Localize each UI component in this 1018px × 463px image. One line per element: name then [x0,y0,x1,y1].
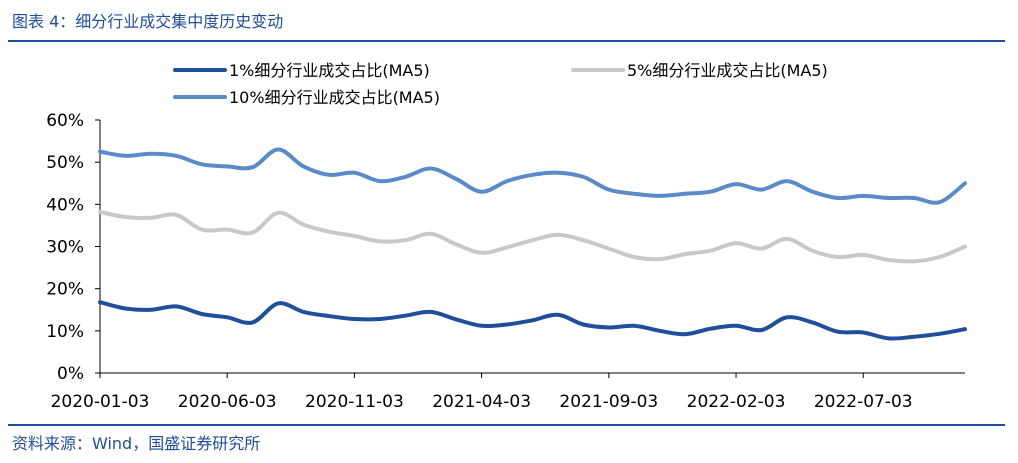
x-tick-label: 2022-07-03 [814,392,913,412]
y-tick-label: 40% [46,195,84,215]
y-axis-labels: 0% 10% 20% 30% 40% 50% 60% [46,111,84,384]
x-tick-label: 2021-04-03 [432,392,531,412]
series-line-5pct [98,209,967,264]
x-tick-label: 2020-06-03 [178,392,277,412]
figure-title: 图表 4：细分行业成交集中度历史变动 [12,12,284,31]
x-tick-label: 2020-11-03 [305,392,404,412]
y-tick-label: 10% [46,322,84,342]
series-lines [98,147,967,341]
legend-item-10pct: 10%细分行业成交占比(MA5) [173,88,440,107]
x-tick-label: 2021-09-03 [559,392,658,412]
y-tick-label: 60% [46,111,84,131]
legend-item-1pct: 1%细分行业成交占比(MA5) [173,61,430,80]
top-divider [8,40,1005,42]
legend-label: 10%细分行业成交占比(MA5) [229,88,440,107]
x-tick-label: 2020-01-03 [51,392,150,412]
series-line-1pct [98,300,967,341]
y-tick-label: 0% [57,364,84,384]
legend-label: 5%细分行业成交占比(MA5) [627,61,828,80]
bottom-divider [8,424,1005,426]
source-note: 资料来源：Wind，国盛证券研究所 [12,434,261,453]
x-axis-labels: 2020-01-03 2020-06-03 2020-11-03 2021-04-03… [51,392,913,412]
x-tick-label: 2022-02-03 [687,392,786,412]
series-line-10pct [98,147,967,205]
legend: 1%细分行业成交占比(MA5) 5%细分行业成交占比(MA5) 10%细分行业成交占… [173,61,828,107]
y-tick-label: 20% [46,280,84,300]
chart-axes [95,119,965,378]
legend-label: 1%细分行业成交占比(MA5) [229,61,430,80]
legend-item-5pct: 5%细分行业成交占比(MA5) [571,61,828,80]
y-tick-label: 50% [46,153,84,173]
y-tick-label: 30% [46,238,84,258]
